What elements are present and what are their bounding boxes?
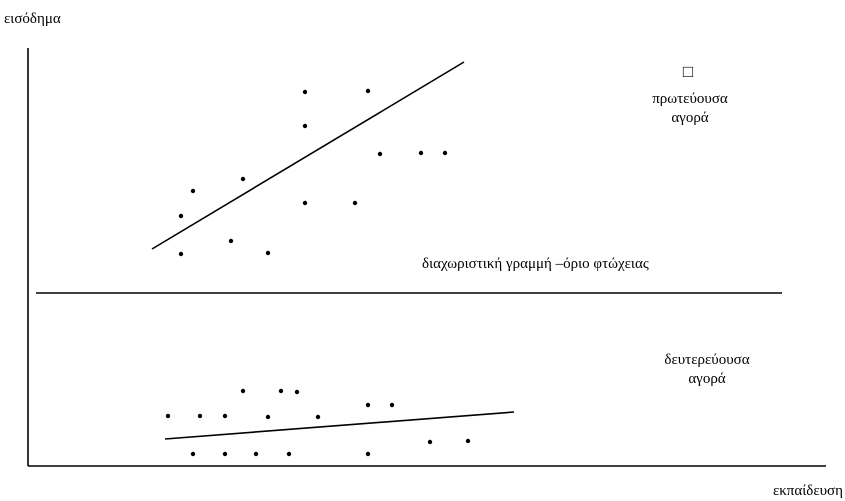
- primary-point: [365, 88, 371, 94]
- primary-point: [442, 150, 448, 156]
- secondary-point: [222, 451, 228, 457]
- primary-point: [178, 213, 184, 219]
- primary-market-points: [178, 88, 448, 257]
- secondary-point: [240, 388, 246, 394]
- secondary-point: [165, 413, 171, 419]
- secondary-point: [315, 414, 321, 420]
- secondary-point: [286, 451, 292, 457]
- secondary-point: [190, 451, 196, 457]
- primary-point: [352, 200, 358, 206]
- secondary-point: [365, 451, 371, 457]
- primary-point: [418, 150, 424, 156]
- primary-point: [265, 250, 271, 256]
- secondary-point: [365, 402, 371, 408]
- primary-point: [240, 176, 246, 182]
- primary-market-trend-line: [151, 61, 465, 250]
- secondary-point: [465, 438, 471, 444]
- secondary-point: [389, 402, 395, 408]
- y-axis-label: εισόδημα: [4, 11, 61, 27]
- primary-point: [178, 251, 184, 257]
- primary-market-label-line1: πρωτεύουσα: [652, 91, 728, 107]
- secondary-market-trend-line: [164, 411, 515, 440]
- x-axis-label: εκπαίδευση: [773, 483, 843, 499]
- primary-market-label-line2: αγορά: [671, 110, 708, 126]
- secondary-market-label-line1: δευτερεύουσα: [664, 352, 749, 368]
- secondary-point: [265, 414, 271, 420]
- secondary-point: [427, 439, 433, 445]
- small-square-symbol: □: [683, 62, 693, 81]
- secondary-point: [278, 388, 284, 394]
- secondary-point: [253, 451, 259, 457]
- primary-point: [302, 89, 308, 95]
- primary-point: [228, 238, 234, 244]
- primary-point: [302, 123, 308, 129]
- primary-point: [302, 200, 308, 206]
- secondary-point: [197, 413, 203, 419]
- primary-point: [190, 188, 196, 194]
- secondary-point: [294, 389, 300, 395]
- secondary-market-points: [165, 388, 471, 457]
- secondary-point: [222, 413, 228, 419]
- poverty-divider-label: διαχωριστική γραμμή –όριο φτώχειας: [422, 256, 649, 272]
- primary-point: [377, 151, 383, 157]
- secondary-market-label-line2: αγορά: [688, 371, 725, 387]
